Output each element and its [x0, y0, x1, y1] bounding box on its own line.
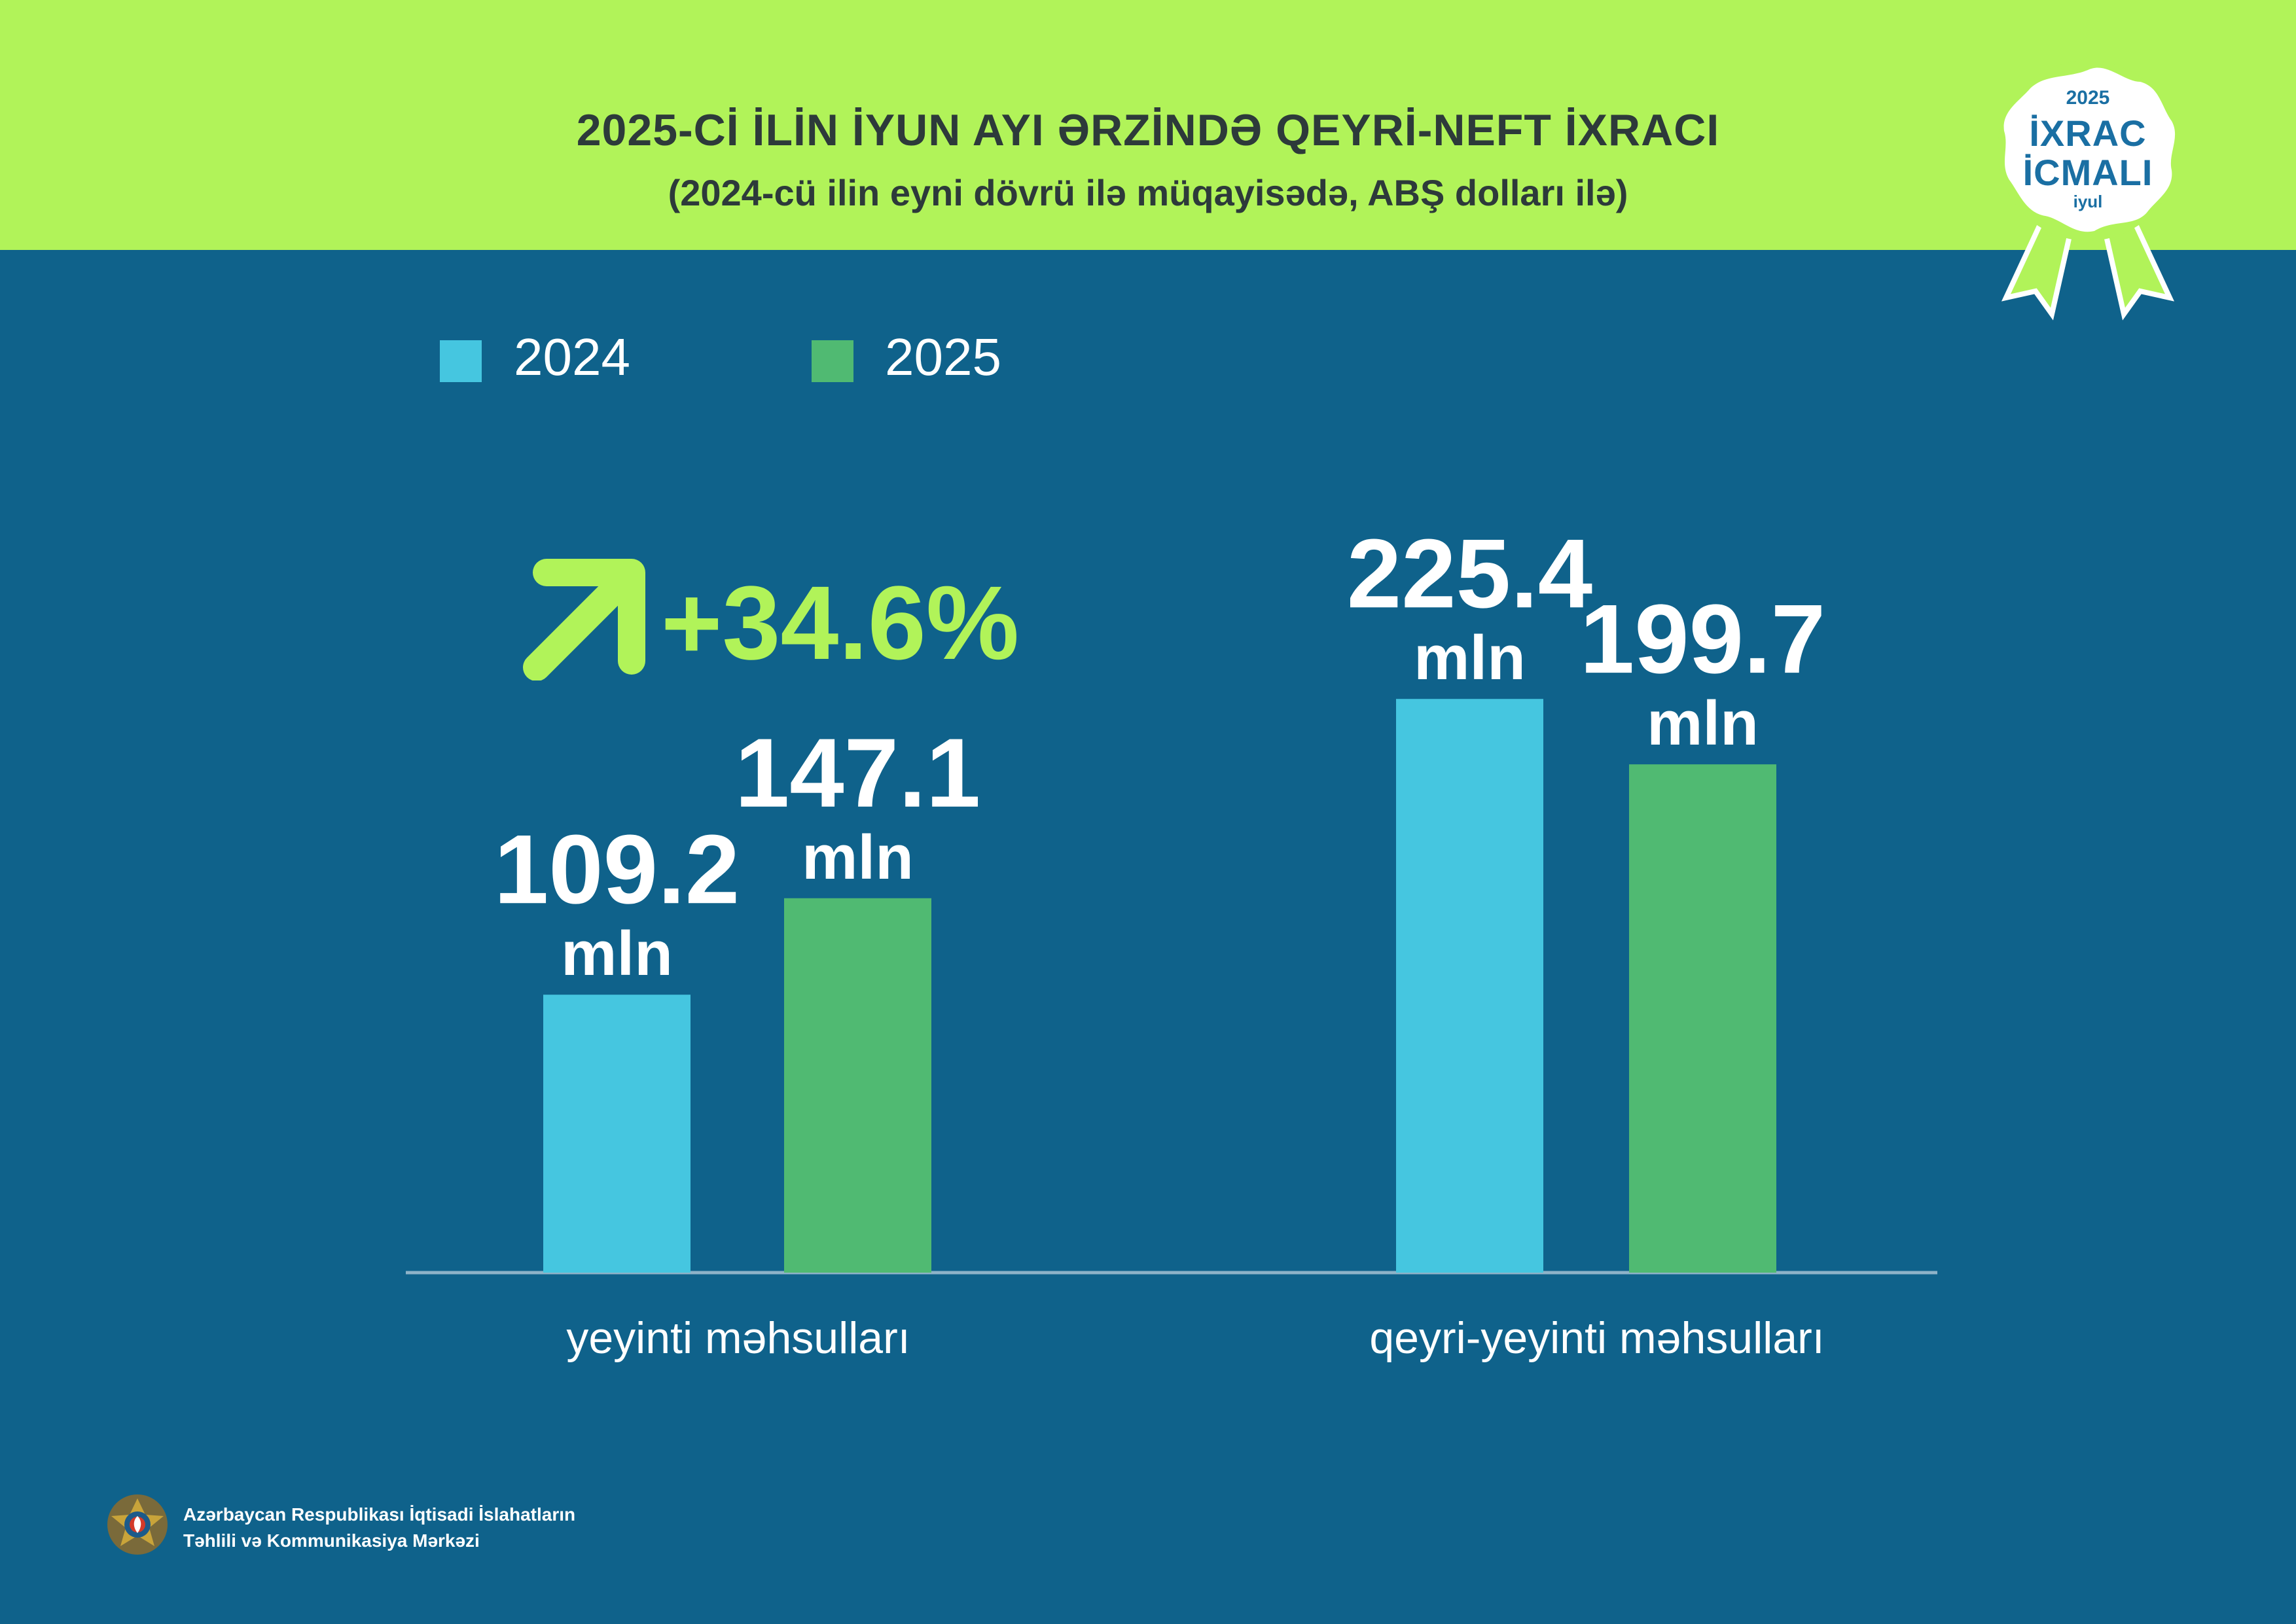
- header-band: 2025-Cİ İLİN İYUN AYI ƏRZİNDƏ QEYRİ-NEFT…: [0, 0, 2296, 250]
- arrow-up-right-icon: [523, 559, 645, 681]
- change-percent: +34.6%: [661, 564, 1020, 681]
- data-label-value: 225.4: [1347, 518, 1592, 628]
- bar-2025-food: [784, 898, 931, 1273]
- data-label-value: 109.2: [494, 814, 740, 924]
- data-label-value: 147.1: [735, 718, 980, 828]
- emblem-icon: [107, 1494, 168, 1555]
- organization-line2: Təhlili və Kommunikasiya Mərkəzi: [183, 1530, 480, 1551]
- category-label: qeyri-yeyinti məhsulları: [1369, 1313, 1824, 1363]
- badge-line1: İXRAC: [2029, 113, 2147, 154]
- legend-swatch-2025: [812, 340, 853, 382]
- organization-name: Azərbaycan Respublikası İqtisadi İslahat…: [183, 1502, 575, 1554]
- ribbon-badge-icon: 2025 İXRAC İCMALI iyul: [1990, 56, 2186, 330]
- bar-2025-nonfood: [1629, 764, 1776, 1273]
- change-indicator: +34.6%: [517, 556, 1041, 681]
- legend-label-2025: 2025: [885, 328, 1001, 386]
- data-label-unit: mln: [1647, 688, 1759, 758]
- badge-year: 2025: [2066, 87, 2110, 109]
- data-label-unit: mln: [802, 822, 914, 892]
- bar-2024-food: [543, 995, 691, 1273]
- chart-subtitle: (2024-cü ilin eyni dövrü ilə müqayisədə,…: [668, 172, 1628, 213]
- bar-2024-nonfood: [1396, 699, 1543, 1273]
- data-label-unit: mln: [561, 919, 673, 989]
- badge-month: iyul: [2073, 192, 2103, 211]
- footer: Azərbaycan Respublikası İqtisadi İslahat…: [105, 1489, 759, 1567]
- legend-label-2024: 2024: [514, 328, 630, 386]
- data-label-value: 199.7: [1580, 584, 1825, 694]
- legend-swatch-2024: [440, 340, 482, 382]
- badge-line2: İCMALI: [2022, 152, 2153, 193]
- data-label-unit: mln: [1414, 623, 1526, 693]
- category-label: yeyinti məhsulları: [566, 1313, 910, 1363]
- chart-title: 2025-Cİ İLİN İYUN AYI ƏRZİNDƏ QEYRİ-NEFT…: [576, 105, 1720, 155]
- organization-line1: Azərbaycan Respublikası İqtisadi İslahat…: [183, 1504, 576, 1525]
